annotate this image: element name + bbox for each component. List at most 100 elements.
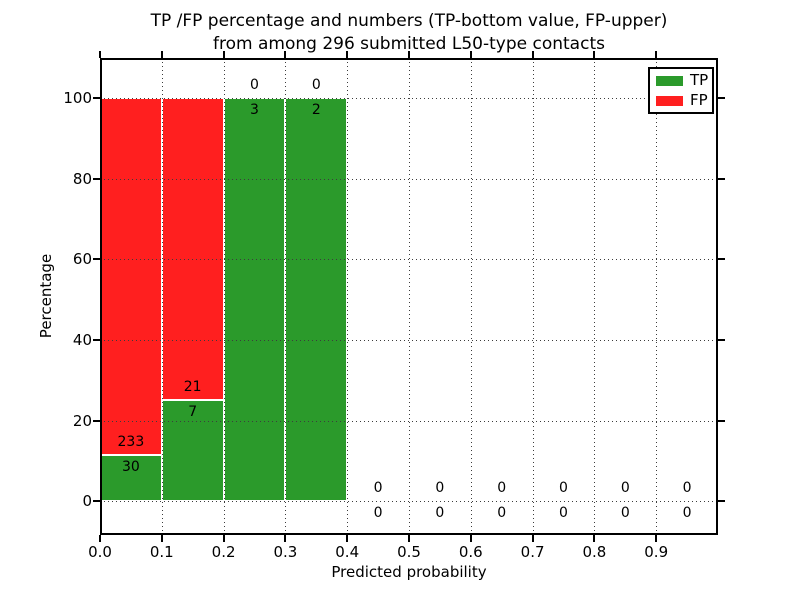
fp-count-label: 0 (682, 480, 692, 497)
tp-count-label: 0 (559, 505, 568, 522)
x-tick (655, 535, 658, 542)
x-gridline (656, 58, 658, 535)
y-tick-label: 100 (63, 89, 92, 108)
x-tick-top (160, 51, 163, 58)
y-tick (93, 419, 100, 422)
legend-item-fp: FP (656, 93, 712, 108)
y-gridline (100, 98, 718, 100)
tp-count-label: 0 (435, 505, 445, 522)
y-tick-right (718, 177, 725, 180)
tp-count-label: 30 (121, 459, 140, 476)
x-tick-top (408, 51, 410, 58)
x-tick (160, 535, 163, 542)
tp-count-label: 3 (250, 102, 259, 119)
legend-swatch-fp (656, 95, 683, 106)
x-gridline (285, 58, 287, 535)
x-tick (99, 535, 101, 542)
x-tick (469, 535, 472, 542)
x-gridline (347, 58, 349, 535)
x-tick-label: 0.5 (397, 543, 421, 561)
y-tick-right (718, 339, 725, 341)
x-tick-top (655, 51, 658, 58)
x-gridline (409, 58, 410, 535)
y-gridline (100, 340, 718, 341)
x-tick-label: 0.4 (335, 543, 360, 561)
fp-count-label: 0 (497, 480, 507, 497)
tp-count-label: 0 (682, 505, 692, 522)
y-tick (93, 500, 100, 503)
y-gridline (100, 501, 718, 503)
fp-count-label: 0 (250, 77, 259, 94)
y-tick (93, 258, 100, 261)
y-tick-label: 20 (72, 411, 92, 430)
x-tick (593, 535, 596, 542)
x-tick (346, 535, 349, 542)
tp-count-label: 7 (188, 404, 198, 421)
legend-item-tp: TP (656, 73, 712, 88)
fp-count-label: 0 (435, 480, 445, 497)
x-tick-top (531, 51, 534, 58)
y-tick-right (718, 500, 725, 503)
y-tick-right (718, 419, 725, 422)
chart-title-line-2: from among 296 submitted L50-type contac… (213, 34, 605, 54)
y-tick-label: 60 (72, 250, 92, 269)
chart-title: TP /FP percentage and numbers (TP-bottom… (100, 10, 718, 56)
bar-segment-tp (100, 455, 162, 502)
fp-count-label: 0 (559, 480, 568, 497)
fp-count-label: 233 (117, 434, 145, 451)
legend: TP FP (648, 67, 714, 114)
y-tick (93, 177, 100, 180)
x-tick-label: 0.3 (273, 543, 298, 561)
x-tick-label: 0.2 (211, 543, 236, 561)
legend-label-tp: TP (690, 71, 709, 89)
x-gridline (470, 58, 472, 535)
y-tick-label: 0 (82, 492, 92, 511)
x-tick-top (99, 51, 101, 58)
x-gridline (594, 58, 596, 535)
bar-segment-tp (223, 98, 286, 502)
fp-count-label: 21 (183, 379, 202, 396)
y-gridline (100, 178, 718, 180)
x-gridline (532, 58, 534, 535)
x-tick-label: 0.0 (88, 543, 112, 561)
y-tick (93, 97, 100, 100)
x-tick (408, 535, 410, 542)
y-tick-right (718, 258, 725, 261)
chart-title-line-1: TP /FP percentage and numbers (TP-bottom… (150, 11, 668, 31)
fp-count-label: 0 (373, 480, 383, 497)
y-tick (93, 339, 100, 341)
x-tick-top (469, 51, 472, 58)
plot-area: 0.0 0.1 0.2 0.3 0.4 0.5 0.6 0.7 0.8 0.9 0 20 40 60 80 1… (63, 51, 725, 561)
tp-count-label: 0 (373, 505, 383, 522)
y-tick-label: 40 (72, 331, 92, 349)
tp-count-label: 0 (497, 505, 507, 522)
x-tick-top (222, 51, 225, 58)
x-tick-label: 0.7 (520, 543, 545, 561)
y-tick-label: 80 (72, 169, 92, 188)
x-tick-top (346, 51, 349, 58)
y-gridline (100, 259, 718, 261)
bar-segment-fp (161, 98, 224, 401)
legend-label-fp: FP (690, 91, 708, 109)
x-tick-top (284, 51, 287, 58)
bar-segment-fp (100, 98, 162, 456)
y-gridline (100, 420, 718, 422)
tp-count-label: 2 (311, 102, 321, 119)
tp-count-label: 0 (620, 505, 630, 522)
y-tick-right (718, 97, 725, 100)
x-gridline (161, 58, 163, 535)
fp-count-label: 0 (620, 480, 630, 497)
x-tick-label: 0.8 (582, 543, 607, 561)
x-tick-top (593, 51, 596, 58)
bar-segment-tp (285, 98, 348, 502)
x-axis-label: Predicted probability (331, 563, 487, 581)
x-tick (531, 535, 534, 542)
x-tick (284, 535, 287, 542)
legend-swatch-tp (656, 75, 683, 86)
x-tick (222, 535, 225, 542)
x-tick-label: 0.9 (644, 543, 669, 561)
x-tick-label: 0.6 (458, 543, 483, 561)
fp-count-label: 0 (311, 77, 321, 94)
x-tick-label: 0.1 (149, 543, 174, 561)
